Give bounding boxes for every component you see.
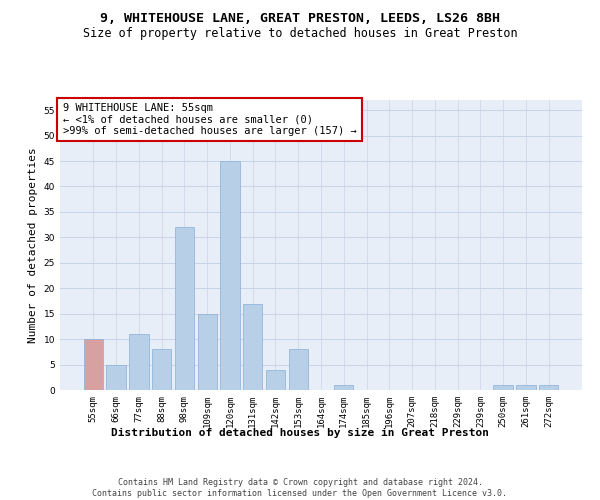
Y-axis label: Number of detached properties: Number of detached properties — [28, 147, 38, 343]
Text: 9, WHITEHOUSE LANE, GREAT PRESTON, LEEDS, LS26 8BH: 9, WHITEHOUSE LANE, GREAT PRESTON, LEEDS… — [100, 12, 500, 26]
Bar — [516, 385, 536, 390]
Bar — [539, 385, 558, 390]
Bar — [334, 385, 353, 390]
Bar — [197, 314, 217, 390]
Text: 9 WHITEHOUSE LANE: 55sqm
← <1% of detached houses are smaller (0)
>99% of semi-d: 9 WHITEHOUSE LANE: 55sqm ← <1% of detach… — [62, 103, 356, 136]
Bar — [266, 370, 285, 390]
Bar — [289, 350, 308, 390]
Bar — [243, 304, 262, 390]
Bar — [175, 227, 194, 390]
Text: Size of property relative to detached houses in Great Preston: Size of property relative to detached ho… — [83, 28, 517, 40]
Text: Contains HM Land Registry data © Crown copyright and database right 2024.
Contai: Contains HM Land Registry data © Crown c… — [92, 478, 508, 498]
Bar — [129, 334, 149, 390]
Bar — [152, 350, 172, 390]
Text: Distribution of detached houses by size in Great Preston: Distribution of detached houses by size … — [111, 428, 489, 438]
Bar — [493, 385, 513, 390]
Bar — [84, 339, 103, 390]
Bar — [106, 364, 126, 390]
Bar — [220, 161, 239, 390]
